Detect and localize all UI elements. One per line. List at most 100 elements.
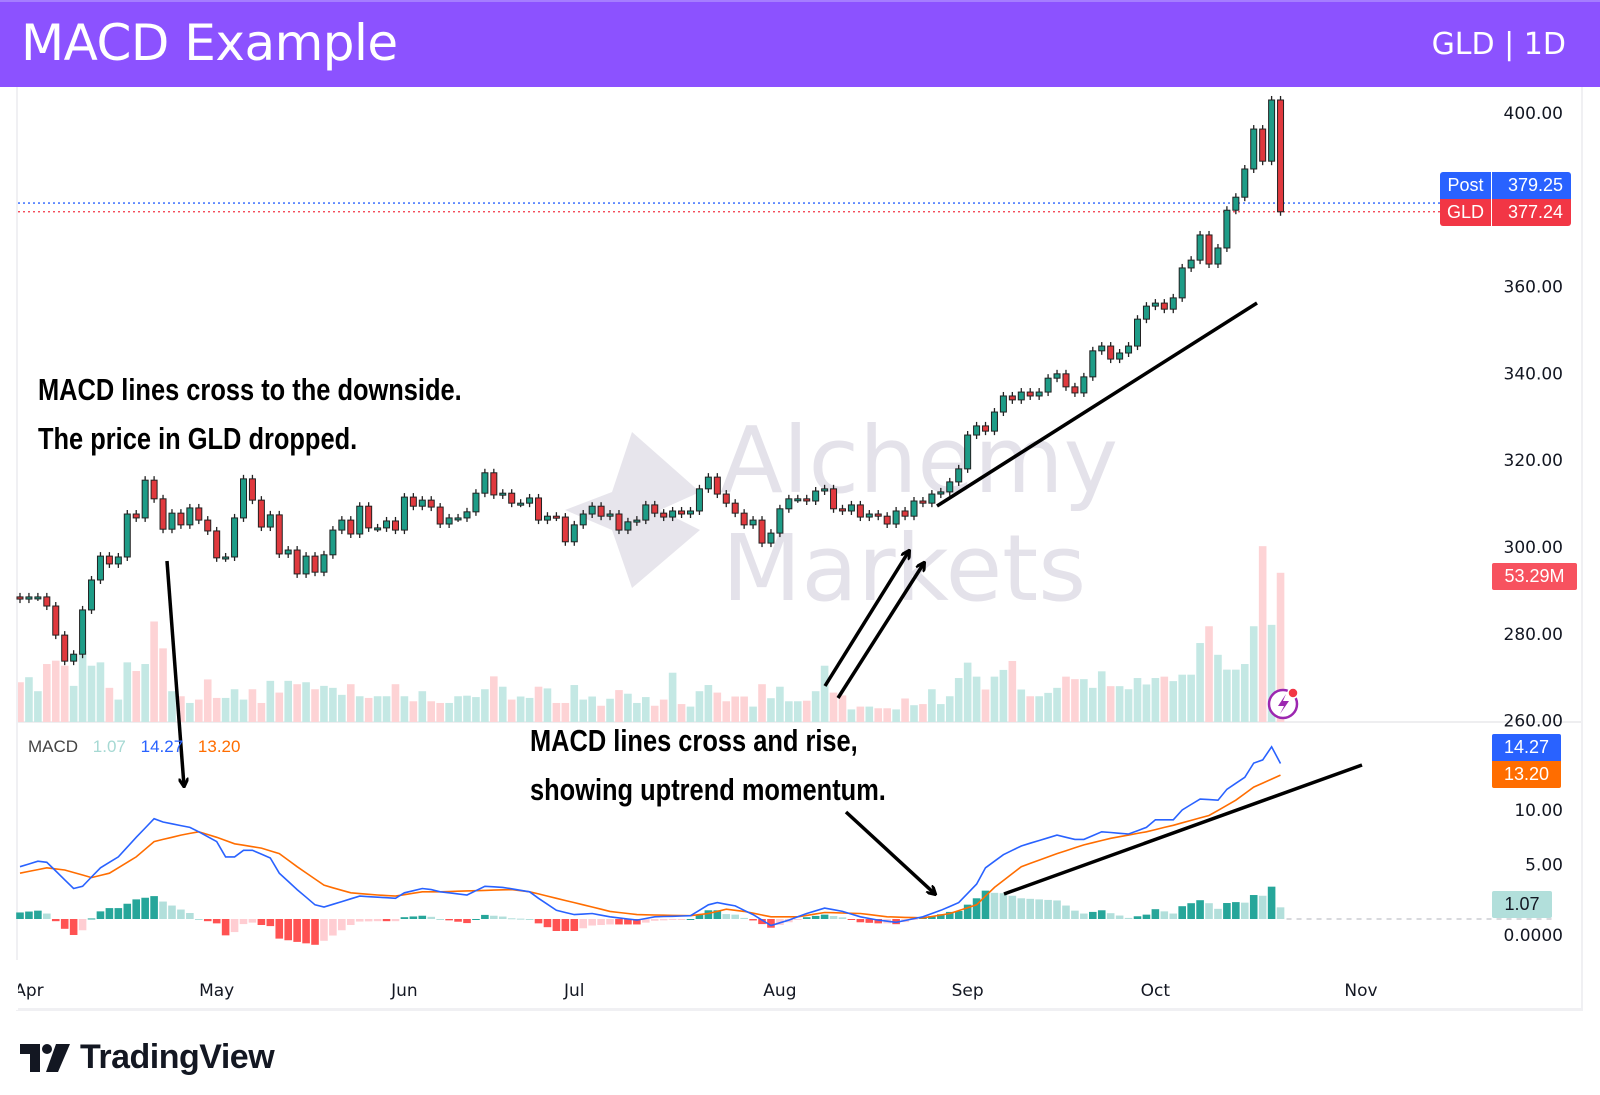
histogram-bar: [1205, 903, 1213, 919]
macd-legend[interactable]: MACD 1.07 14.27 13.20: [28, 737, 250, 757]
volume-bar: [999, 669, 1008, 722]
volume-bar: [1258, 546, 1267, 722]
volume-bar: [275, 692, 284, 722]
volume-bar: [25, 677, 33, 722]
candle-body: [159, 498, 167, 530]
histogram-bar: [186, 913, 194, 919]
time-axis[interactable]: Apr May Jun Jul Aug Sep Oct Nov: [0, 960, 1378, 1010]
arrow-to-macd-cross-down: [165, 560, 184, 786]
candle-body: [338, 519, 346, 531]
histogram-bar: [811, 915, 820, 919]
volume-bar: [668, 672, 677, 722]
volume-bar: [534, 686, 543, 722]
volume-bar: [740, 696, 748, 722]
volume-bar: [284, 680, 292, 722]
candle-body: [499, 492, 507, 496]
time-tick-label: Jun: [390, 981, 418, 1001]
histogram-bar: [856, 919, 865, 923]
candle-body: [687, 510, 694, 515]
volume-bar: [43, 664, 51, 722]
histogram-bar: [266, 919, 275, 927]
candle-body: [454, 517, 462, 521]
histogram-bar: [945, 911, 954, 919]
candle-body: [955, 468, 963, 483]
histogram-bar: [114, 908, 123, 919]
volume-bar: [552, 702, 561, 722]
volume-bar: [901, 698, 909, 722]
candles: [16, 95, 1285, 666]
candle-body: [758, 519, 766, 544]
histogram-bar: [999, 893, 1008, 919]
histogram-bar: [1169, 913, 1178, 919]
symbol-interval: GLD | 1D: [1431, 27, 1566, 62]
candle-body: [16, 596, 24, 600]
volume-bar: [141, 664, 149, 722]
volume-bar: [1178, 674, 1186, 722]
histogram-bar: [990, 892, 999, 919]
histogram-bar: [355, 919, 364, 922]
volume-bar: [1196, 643, 1204, 722]
histogram-bar: [498, 916, 507, 919]
candle-body: [713, 476, 721, 495]
volume-bar: [1133, 678, 1142, 722]
candle-body: [1142, 305, 1150, 320]
candle-body: [329, 529, 337, 556]
volume-bar: [1097, 671, 1106, 722]
last-value: 377.24: [1507, 202, 1563, 222]
volume-bar: [1267, 624, 1276, 722]
histogram-bar: [642, 919, 650, 923]
volume-bar: [409, 701, 418, 722]
volume-bar: [1124, 689, 1133, 722]
candle-body: [1125, 345, 1133, 354]
candle-body: [1169, 297, 1177, 310]
macd-axis[interactable]: 10.00 5.00 0.0000: [1504, 801, 1563, 946]
candle-body: [731, 502, 739, 514]
candle-body: [847, 504, 855, 512]
candle-body: [43, 596, 51, 607]
histogram-bar: [1240, 902, 1249, 919]
price-tick-label: 340.00: [1504, 364, 1563, 384]
volume-bar: [293, 684, 301, 722]
histogram-bar: [418, 915, 427, 919]
candle-body: [257, 499, 265, 528]
histogram-bar: [1142, 914, 1151, 919]
histogram-value-tag: 1.07: [1492, 891, 1552, 918]
histogram-bar: [686, 919, 695, 920]
candle-body: [597, 505, 605, 517]
candle-body: [79, 609, 87, 655]
candle-body: [552, 515, 560, 519]
price-axis[interactable]: 400.00 360.00 340.00 320.00 300.00 280.00 260.…: [1504, 104, 1563, 732]
volume-bar: [972, 676, 981, 722]
alert-icon[interactable]: [1267, 687, 1299, 720]
volume-bar: [776, 686, 784, 722]
candle-body: [25, 596, 33, 600]
volume-bar: [320, 685, 328, 722]
histogram-bar: [69, 919, 78, 935]
volume-bar: [588, 696, 596, 722]
candle-body: [490, 472, 498, 496]
histogram-bar: [588, 919, 596, 926]
histogram-bar: [659, 919, 668, 921]
candle-body: [240, 478, 247, 519]
histogram-bar: [43, 913, 51, 919]
volume-bar: [472, 697, 480, 722]
volume-bar: [355, 696, 364, 722]
volume-bar: [1115, 686, 1124, 722]
volume-bar: [829, 692, 838, 722]
volume-bar: [1106, 686, 1115, 722]
tradingview-branding[interactable]: TradingView: [20, 1038, 275, 1077]
histogram-bar: [758, 919, 766, 925]
candle-body: [633, 519, 641, 523]
histogram-bar: [463, 919, 471, 924]
volume-bar: [820, 665, 829, 722]
histogram-bar: [1106, 913, 1115, 919]
histogram-bar: [1062, 905, 1070, 919]
macd-lines: [19, 745, 1555, 927]
candle-body: [982, 425, 990, 432]
histogram-bar: [34, 910, 42, 919]
volume-bar: [1276, 572, 1285, 722]
histogram-bar: [427, 916, 436, 919]
histogram-bar: [195, 919, 203, 920]
histogram-bar: [1214, 908, 1222, 919]
